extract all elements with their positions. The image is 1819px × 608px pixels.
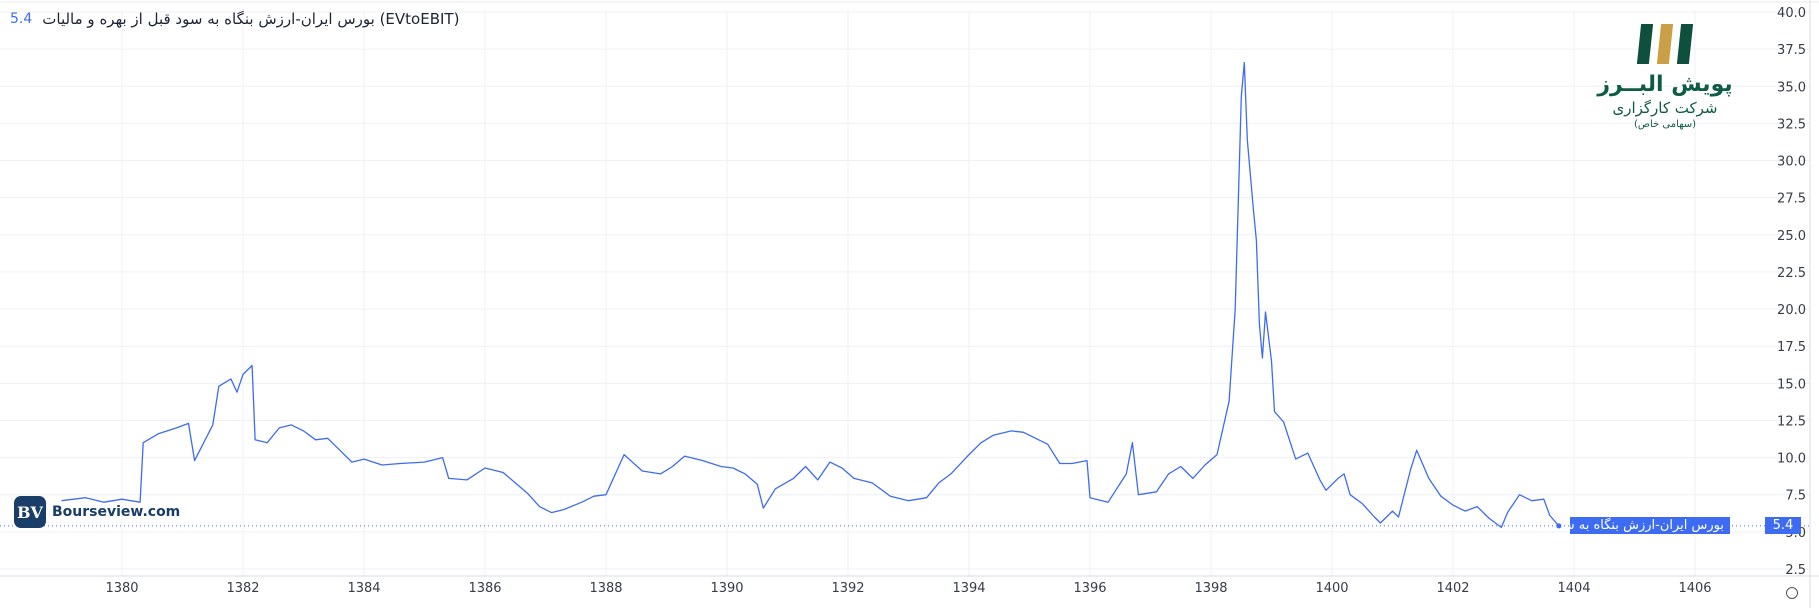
y-axis-ticks: 2.55.07.510.012.515.017.520.022.525.027.… — [1777, 6, 1806, 578]
broker-logo-name: پویش البــرز — [1597, 72, 1733, 97]
bourseview-watermark-text: Bourseview.com — [52, 504, 181, 520]
x-tick-label: 1382 — [226, 581, 259, 596]
y-tick-label: 30.0 — [1777, 155, 1806, 170]
x-tick-label: 1394 — [952, 581, 985, 596]
x-tick-label: 1398 — [1194, 581, 1227, 596]
y-tick-label: 37.5 — [1777, 43, 1806, 58]
chart-title: بورس ایران-ارزش بنگاه به سود قبل از بهره… — [42, 10, 460, 28]
bourseview-watermark: BV Bourseview.com — [14, 496, 180, 528]
series-layer — [0, 61, 1810, 529]
last-value-tag: 5.4 — [1765, 517, 1801, 534]
y-tick-label: 10.0 — [1777, 452, 1806, 467]
x-tick-label: 1386 — [468, 581, 501, 596]
broker-logo: پویش البــرز شرکت کارگزاری (سهامی خاص) — [1590, 24, 1740, 130]
x-tick-label: 1406 — [1678, 581, 1711, 596]
y-tick-label: 17.5 — [1777, 340, 1806, 355]
y-tick-label: 22.5 — [1777, 266, 1806, 281]
x-tick-label: 1380 — [105, 581, 138, 596]
y-tick-label: 32.5 — [1777, 117, 1806, 132]
y-tick-label: 20.0 — [1777, 303, 1806, 318]
header-last-value: 5.4 — [10, 11, 33, 27]
y-tick-label: 25.0 — [1777, 229, 1806, 244]
settings-icon[interactable] — [1786, 587, 1798, 599]
y-tick-label: 2.5 — [1785, 563, 1806, 578]
y-tick-label: 12.5 — [1777, 414, 1806, 429]
bourseview-logo-icon: BV — [14, 496, 46, 528]
x-tick-label: 1404 — [1557, 581, 1590, 596]
x-tick-label: 1400 — [1315, 581, 1348, 596]
x-tick-label: 1390 — [710, 581, 743, 596]
last-point-marker — [1556, 523, 1562, 529]
chart-header: 5.4 بورس ایران-ارزش بنگاه به سود قبل از … — [10, 10, 459, 28]
y-tick-label: 7.5 — [1785, 489, 1806, 504]
broker-logo-mark-icon — [1590, 24, 1740, 64]
series-name-tag: بورس ایران-ارزش بنگاه به سود قبل... — [1570, 517, 1730, 534]
grid-lines — [0, 10, 1810, 576]
x-tick-label: 1396 — [1073, 581, 1106, 596]
y-tick-label: 40.0 — [1777, 6, 1806, 21]
y-tick-label: 15.0 — [1777, 377, 1806, 392]
y-tick-label: 35.0 — [1777, 80, 1806, 95]
x-tick-label: 1392 — [831, 581, 864, 596]
x-axis-ticks: 1380 1382 1384 1386 1388 1390 1392 1394 1396 1398… — [105, 581, 1711, 596]
broker-logo-subtitle: شرکت کارگزاری — [1612, 99, 1718, 117]
series-line[interactable] — [61, 61, 1560, 529]
x-tick-label: 1384 — [347, 581, 380, 596]
y-tick-label: 27.5 — [1777, 192, 1806, 207]
x-tick-label: 1402 — [1436, 581, 1469, 596]
broker-logo-small: (سهامی خاص) — [1633, 119, 1697, 130]
x-tick-label: 1388 — [589, 581, 622, 596]
